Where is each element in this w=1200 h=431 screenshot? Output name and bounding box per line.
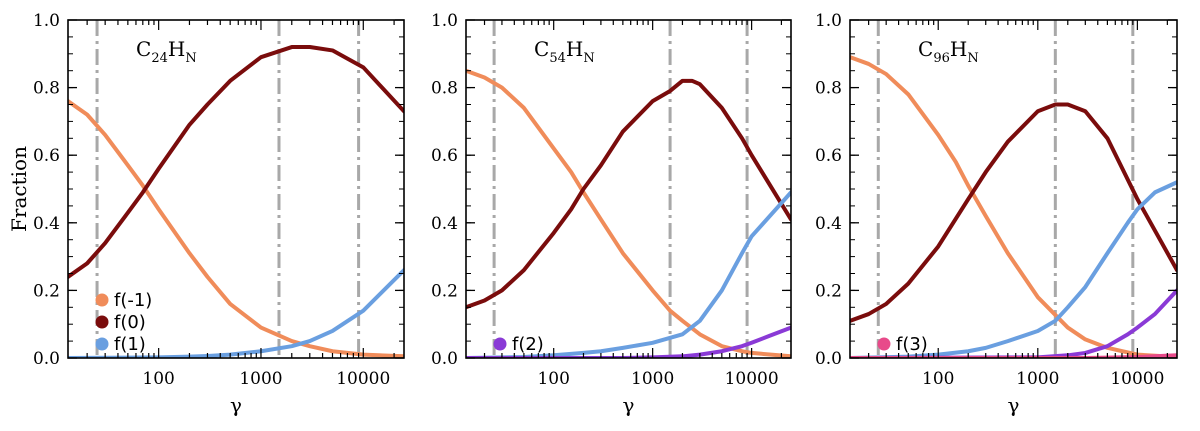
panel-title-title-sub2: N — [967, 51, 978, 66]
y-tick-label: 1.0 — [431, 11, 458, 31]
legend-label: f(3) — [896, 334, 928, 355]
x-axis-label: γ — [230, 393, 242, 417]
y-tick-label: 0.8 — [815, 79, 842, 99]
series-line-f(0) — [68, 45, 404, 279]
x-tick-label: 1000 — [239, 369, 282, 389]
legend-marker — [877, 337, 891, 351]
panel-title: C54HN — [534, 37, 595, 66]
y-tick-label: 0.8 — [33, 79, 60, 99]
panel-title-title-main: C — [918, 37, 933, 61]
y-tick-label: 0.0 — [815, 349, 842, 369]
panel-title-title-sub2: N — [185, 51, 196, 66]
x-tick-label: 100 — [922, 369, 954, 389]
y-tick-label: 0.0 — [33, 349, 60, 369]
plot-frame — [465, 19, 792, 359]
panel-title-title-main: C — [136, 37, 151, 61]
panel-title-title-sub1: 96 — [933, 51, 950, 66]
y-tick-label: 0.0 — [431, 349, 458, 369]
x-tick-label: 10000 — [1110, 369, 1164, 389]
x-axis-label: γ — [1008, 393, 1020, 417]
y-tick-label: 1.0 — [815, 11, 842, 31]
y-tick-label: 1.0 — [33, 11, 60, 31]
series-line-f(0) — [466, 78, 791, 310]
x-tick-label: 10000 — [725, 369, 779, 389]
panel-title-title-sub2: N — [583, 51, 594, 66]
legend-label: f(1) — [114, 334, 146, 355]
x-tick-label: 100 — [142, 369, 174, 389]
legend-marker — [95, 337, 109, 351]
legend-label: f(-1) — [114, 290, 152, 311]
y-tick-label: 0.6 — [431, 146, 458, 166]
y-tick-label: 0.8 — [431, 79, 458, 99]
panel-title-title-mid: H — [950, 37, 967, 61]
y-tick-label: 0.6 — [815, 146, 842, 166]
series-line-f(-1) — [466, 68, 791, 358]
legend-marker — [493, 337, 507, 351]
series-line-f(-1) — [68, 99, 404, 358]
y-tick-label: 0.4 — [33, 214, 60, 234]
panel-title-title-mid: H — [168, 37, 185, 61]
panel-title-title-sub1: 54 — [549, 51, 566, 66]
x-axis-label: γ — [623, 393, 635, 417]
panel-title-title-main: C — [534, 37, 549, 61]
plot-frame — [849, 19, 1178, 359]
panel-title: C24HN — [136, 37, 197, 66]
y-tick-label: 0.2 — [33, 281, 60, 301]
y-tick-label: 0.4 — [431, 214, 458, 234]
x-tick-label: 100 — [537, 369, 569, 389]
legend-label: f(2) — [512, 334, 544, 355]
y-tick-label: 0.2 — [431, 281, 458, 301]
y-axis-label: Fraction — [7, 146, 31, 232]
legend-marker — [95, 315, 109, 329]
series-line-f(1) — [850, 180, 1177, 358]
chart-panel-1: 0.0 0.2 0.4 0.6 0.8 1.0 100 1000 10000 γ Fraction C… — [7, 11, 405, 417]
x-tick-label: 1000 — [631, 369, 674, 389]
series-line-f(0) — [850, 102, 1177, 323]
x-tick-label: 10000 — [336, 369, 390, 389]
panel-title: C96HN — [918, 37, 979, 66]
x-tick-label: 1000 — [1016, 369, 1059, 389]
y-tick-label: 0.6 — [33, 146, 60, 166]
y-tick-label: 0.4 — [815, 214, 842, 234]
legend-marker — [95, 293, 109, 307]
panel-title-title-sub1: 24 — [151, 51, 168, 66]
y-tick-label: 0.2 — [815, 281, 842, 301]
legend-label: f(0) — [114, 312, 146, 333]
panel-title-title-mid: H — [566, 37, 583, 61]
series-line-f(-1) — [850, 55, 1177, 358]
